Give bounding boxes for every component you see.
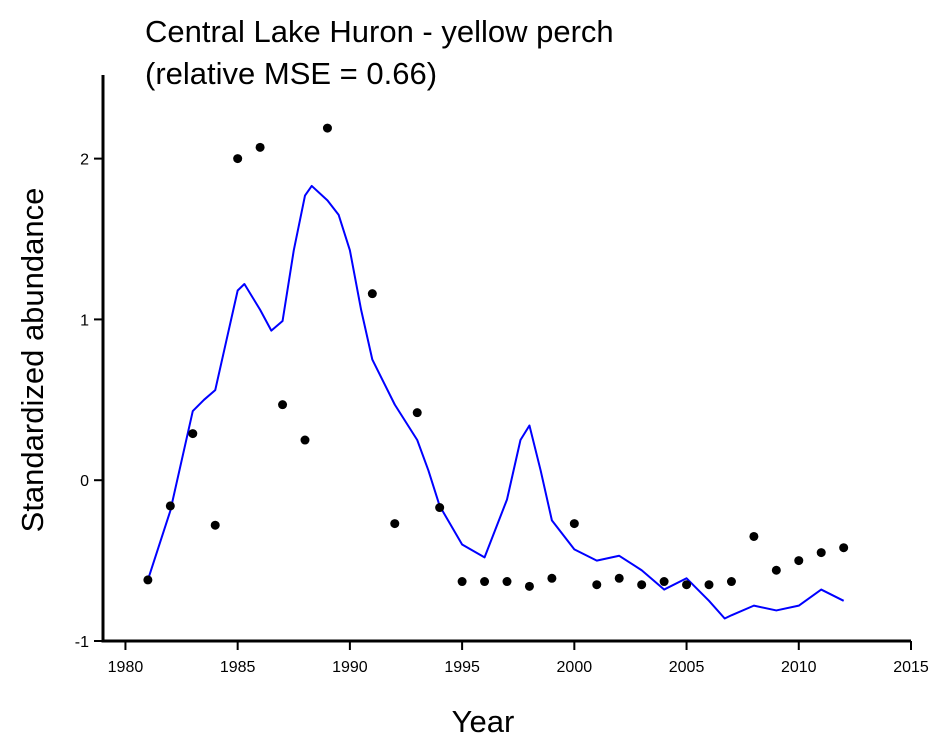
data-point [614,573,624,583]
data-point [255,142,265,152]
data-point [390,519,400,529]
data-point [300,435,310,445]
x-tick-label: 1985 [220,659,256,676]
data-point [569,519,579,529]
data-point [367,289,377,299]
data-point [322,123,332,133]
data-point [682,580,692,590]
x-tick-label: 1995 [444,659,480,676]
data-point [233,154,243,164]
data-point [457,577,467,587]
data-point [412,408,422,418]
y-tick-label: -1 [75,634,89,651]
data-point [524,581,534,591]
data-point [839,543,849,553]
data-point [794,556,804,566]
y-tick-label: 1 [80,312,89,329]
data-point [143,575,153,585]
data-point [704,580,714,590]
data-point [480,577,490,587]
x-tick-label: 2005 [669,659,705,676]
data-point [210,520,220,530]
data-point [637,580,647,590]
fit-line [146,184,845,620]
x-tick-label: 1990 [332,659,368,676]
x-axis-title: Year [452,704,515,739]
data-point [502,577,512,587]
y-tick-label: 2 [80,152,89,169]
data-point [659,577,669,587]
x-tick-label: 2015 [893,659,929,676]
data-point [592,580,602,590]
x-tick-label: 2000 [557,659,593,676]
chart-title: Central Lake Huron - yellow perch [145,14,614,49]
data-point [435,503,445,513]
data-point [188,429,198,439]
x-tick-label: 2010 [781,659,817,676]
data-point [771,565,781,575]
y-axis-title: Standardized abundance [15,188,50,533]
x-tick-label: 1980 [108,659,144,676]
chart-subtitle: (relative MSE = 0.66) [145,56,437,91]
y-tick-label: 0 [80,473,89,490]
data-point [726,577,736,587]
data-point [165,501,175,511]
data-point [547,573,557,583]
data-point [749,531,759,541]
data-point [278,400,288,410]
data-point [816,548,826,558]
